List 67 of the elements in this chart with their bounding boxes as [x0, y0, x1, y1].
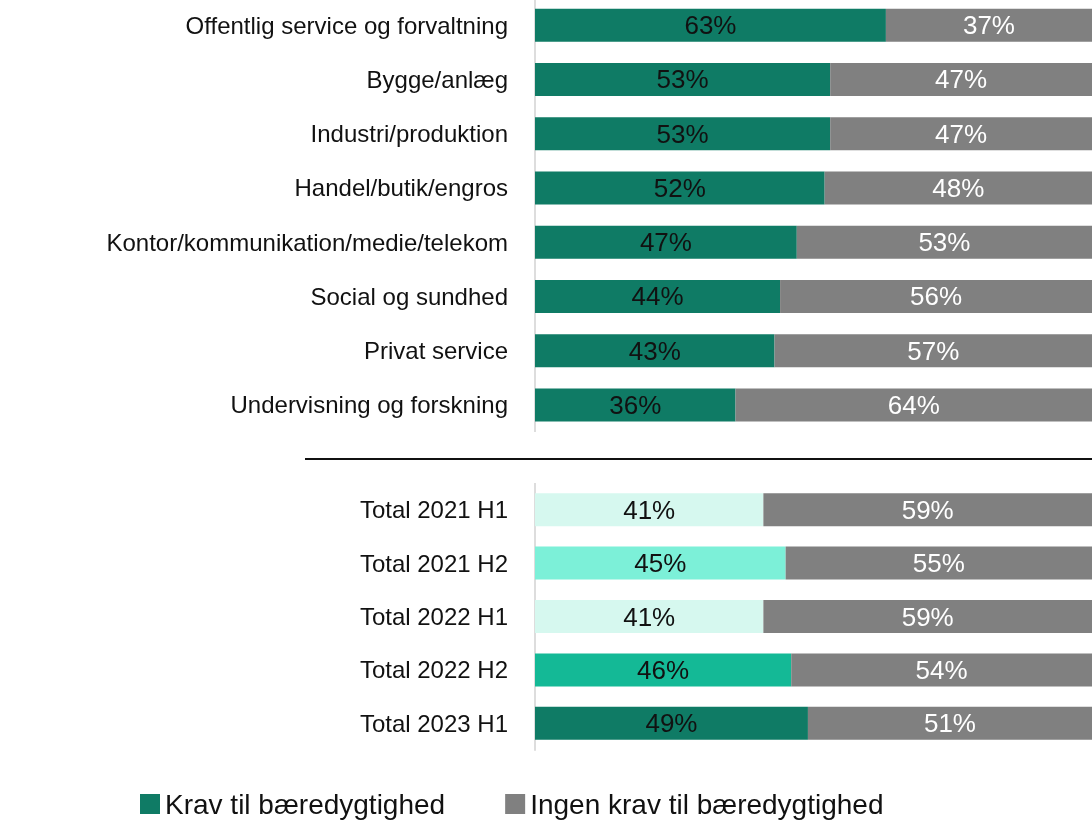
- bar: [763, 493, 1092, 527]
- bar: [774, 334, 1092, 368]
- y-tick-label: Social og sundhed: [310, 282, 508, 310]
- data-label: 44%: [631, 281, 684, 312]
- bar: [885, 8, 1092, 42]
- data-label: 59%: [901, 494, 954, 525]
- y-tick-label: Handel/butik/engros: [294, 174, 508, 202]
- data-label: 43%: [628, 335, 681, 366]
- y-tick-label: Total 2021 H1: [359, 496, 508, 524]
- bar: [824, 171, 1092, 205]
- y-tick-label: Total 2022 H2: [359, 656, 508, 684]
- data-label: 36%: [609, 389, 662, 420]
- data-label: 53%: [918, 227, 971, 258]
- data-label: 53%: [656, 64, 709, 95]
- data-label: 56%: [910, 281, 963, 312]
- data-label: 63%: [684, 10, 737, 41]
- y-tick-label: Offentlig service og forvaltning: [185, 11, 508, 39]
- data-label: 47%: [639, 227, 692, 258]
- y-tick-label: Kontor/kommunikation/medie/telekom: [106, 228, 508, 256]
- bar: [535, 546, 786, 580]
- data-label: 45%: [634, 548, 687, 579]
- bar: [535, 653, 792, 687]
- data-label: 64%: [887, 389, 940, 420]
- bar: [830, 117, 1092, 151]
- bar: [535, 279, 781, 313]
- bar: [791, 653, 1092, 687]
- data-label: 49%: [645, 708, 698, 739]
- data-label: 41%: [623, 494, 676, 525]
- legend-label: Krav til bæredygtighed: [165, 788, 446, 820]
- bar: [535, 493, 764, 527]
- bar: [735, 388, 1092, 422]
- bar: [535, 117, 831, 151]
- data-label: 48%: [932, 172, 985, 203]
- bar: [535, 600, 764, 633]
- data-label: 54%: [915, 654, 968, 685]
- data-label: 52%: [653, 172, 706, 203]
- data-label: 37%: [962, 10, 1015, 41]
- bar: [785, 546, 1092, 580]
- data-label: 46%: [637, 654, 690, 685]
- data-label: 51%: [923, 708, 976, 739]
- bar: [780, 279, 1092, 313]
- bar: [535, 225, 797, 259]
- bar: [830, 62, 1092, 96]
- y-tick-label: Industri/produktion: [310, 120, 508, 148]
- data-label: 53%: [656, 118, 709, 149]
- legend-label: Ingen krav til bæredygtighed: [530, 788, 884, 820]
- y-tick-label: Bygge/anlæg: [366, 65, 508, 93]
- bar: [807, 706, 1092, 740]
- data-label: 47%: [935, 118, 988, 149]
- y-tick-label: Total 2022 H1: [359, 603, 508, 630]
- y-tick-label: Privat service: [363, 337, 508, 365]
- data-label: 55%: [912, 548, 965, 579]
- data-label: 57%: [907, 335, 960, 366]
- bar: [535, 334, 775, 368]
- bar: [535, 62, 831, 96]
- y-tick-label: Undervisning og forskning: [230, 391, 508, 419]
- data-label: 47%: [935, 64, 988, 95]
- bar: [535, 171, 825, 205]
- data-label: 41%: [623, 601, 676, 632]
- data-label: 59%: [901, 601, 954, 632]
- y-tick-label: Total 2021 H2: [359, 549, 508, 577]
- bar: [763, 600, 1092, 633]
- y-tick-label: Total 2023 H1: [359, 709, 508, 737]
- bar: [535, 8, 886, 42]
- bar: [535, 706, 808, 740]
- bar: [535, 388, 736, 422]
- bar: [796, 225, 1092, 259]
